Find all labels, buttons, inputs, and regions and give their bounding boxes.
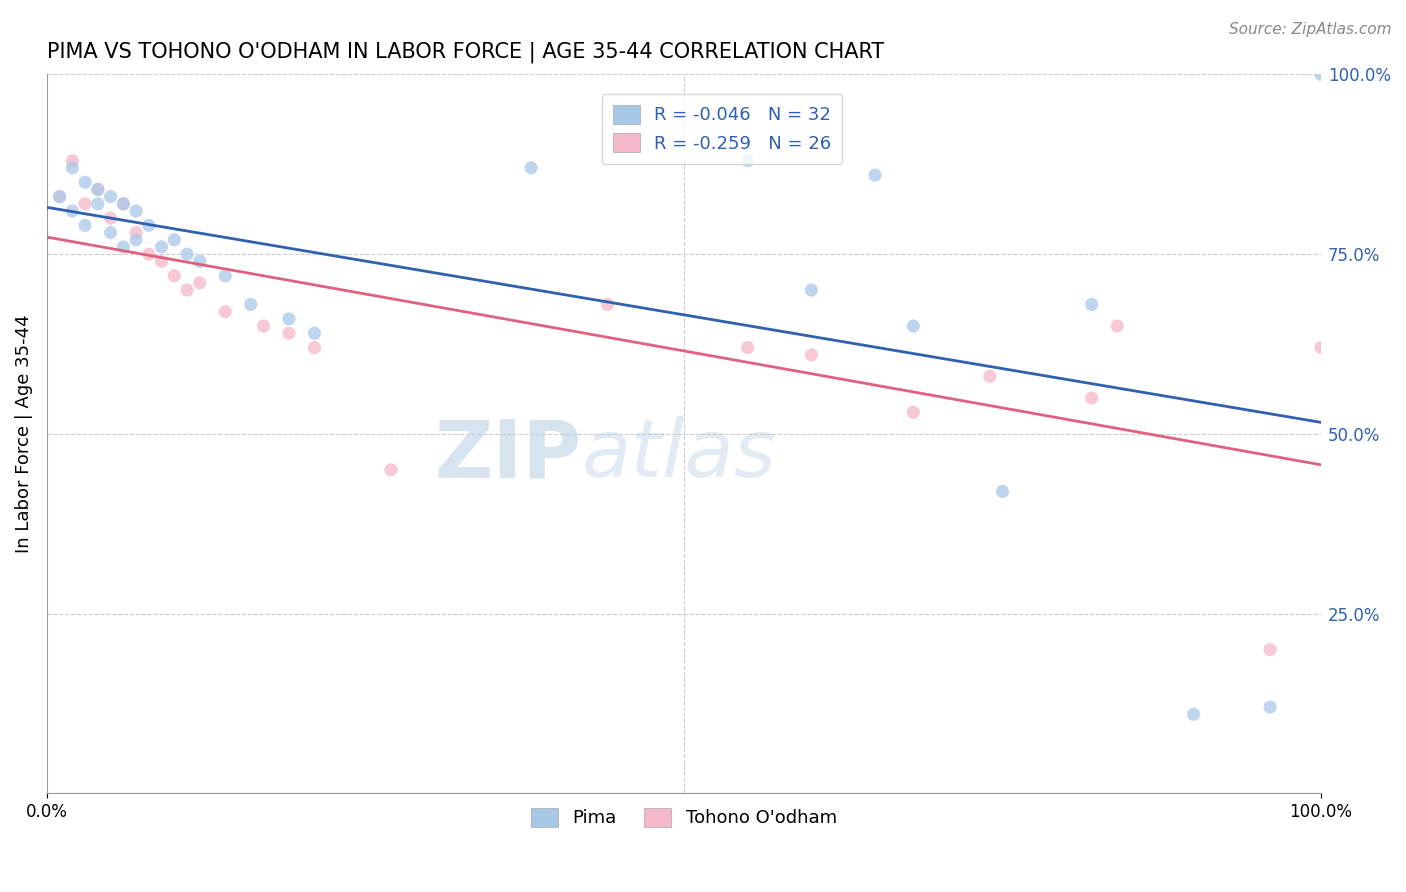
Point xyxy=(1080,391,1102,405)
Text: PIMA VS TOHONO O'ODHAM IN LABOR FORCE | AGE 35-44 CORRELATION CHART: PIMA VS TOHONO O'ODHAM IN LABOR FORCE | … xyxy=(46,42,884,63)
Point xyxy=(800,283,823,297)
Point xyxy=(188,254,211,268)
Point xyxy=(800,348,823,362)
Point xyxy=(1182,707,1205,722)
Y-axis label: In Labor Force | Age 35-44: In Labor Force | Age 35-44 xyxy=(15,315,32,553)
Legend: Pima, Tohono O'odham: Pima, Tohono O'odham xyxy=(524,801,844,835)
Point xyxy=(48,189,70,203)
Text: Source: ZipAtlas.com: Source: ZipAtlas.com xyxy=(1229,22,1392,37)
Point xyxy=(100,189,122,203)
Point xyxy=(87,182,110,196)
Point xyxy=(150,240,173,254)
Point xyxy=(60,161,83,175)
Point xyxy=(596,297,619,311)
Point xyxy=(252,319,274,334)
Point xyxy=(1107,319,1129,334)
Point xyxy=(1310,341,1333,355)
Point xyxy=(60,204,83,219)
Point xyxy=(163,268,186,283)
Point xyxy=(863,168,886,182)
Point xyxy=(1258,642,1281,657)
Point xyxy=(979,369,1001,384)
Point xyxy=(304,341,326,355)
Point xyxy=(214,268,236,283)
Point xyxy=(737,341,759,355)
Point xyxy=(112,197,135,211)
Point xyxy=(100,226,122,240)
Point xyxy=(520,161,543,175)
Point xyxy=(150,254,173,268)
Text: atlas: atlas xyxy=(582,417,776,494)
Point xyxy=(214,304,236,318)
Point xyxy=(1258,700,1281,714)
Point xyxy=(176,283,198,297)
Point xyxy=(87,197,110,211)
Point xyxy=(112,240,135,254)
Point xyxy=(1080,297,1102,311)
Point xyxy=(100,211,122,226)
Point xyxy=(278,326,301,341)
Point xyxy=(138,219,160,233)
Text: ZIP: ZIP xyxy=(434,417,582,494)
Point xyxy=(176,247,198,261)
Point xyxy=(75,175,97,189)
Point xyxy=(991,484,1014,499)
Point xyxy=(188,276,211,290)
Point xyxy=(125,204,148,219)
Point xyxy=(138,247,160,261)
Point xyxy=(48,189,70,203)
Point xyxy=(278,311,301,326)
Point xyxy=(903,319,925,334)
Point xyxy=(112,197,135,211)
Point xyxy=(163,233,186,247)
Point xyxy=(380,463,402,477)
Point xyxy=(737,153,759,168)
Point xyxy=(1310,67,1333,81)
Point xyxy=(125,226,148,240)
Point xyxy=(239,297,262,311)
Point xyxy=(87,182,110,196)
Point xyxy=(75,197,97,211)
Point xyxy=(75,219,97,233)
Point xyxy=(125,233,148,247)
Point xyxy=(903,405,925,419)
Point xyxy=(60,153,83,168)
Point xyxy=(304,326,326,341)
